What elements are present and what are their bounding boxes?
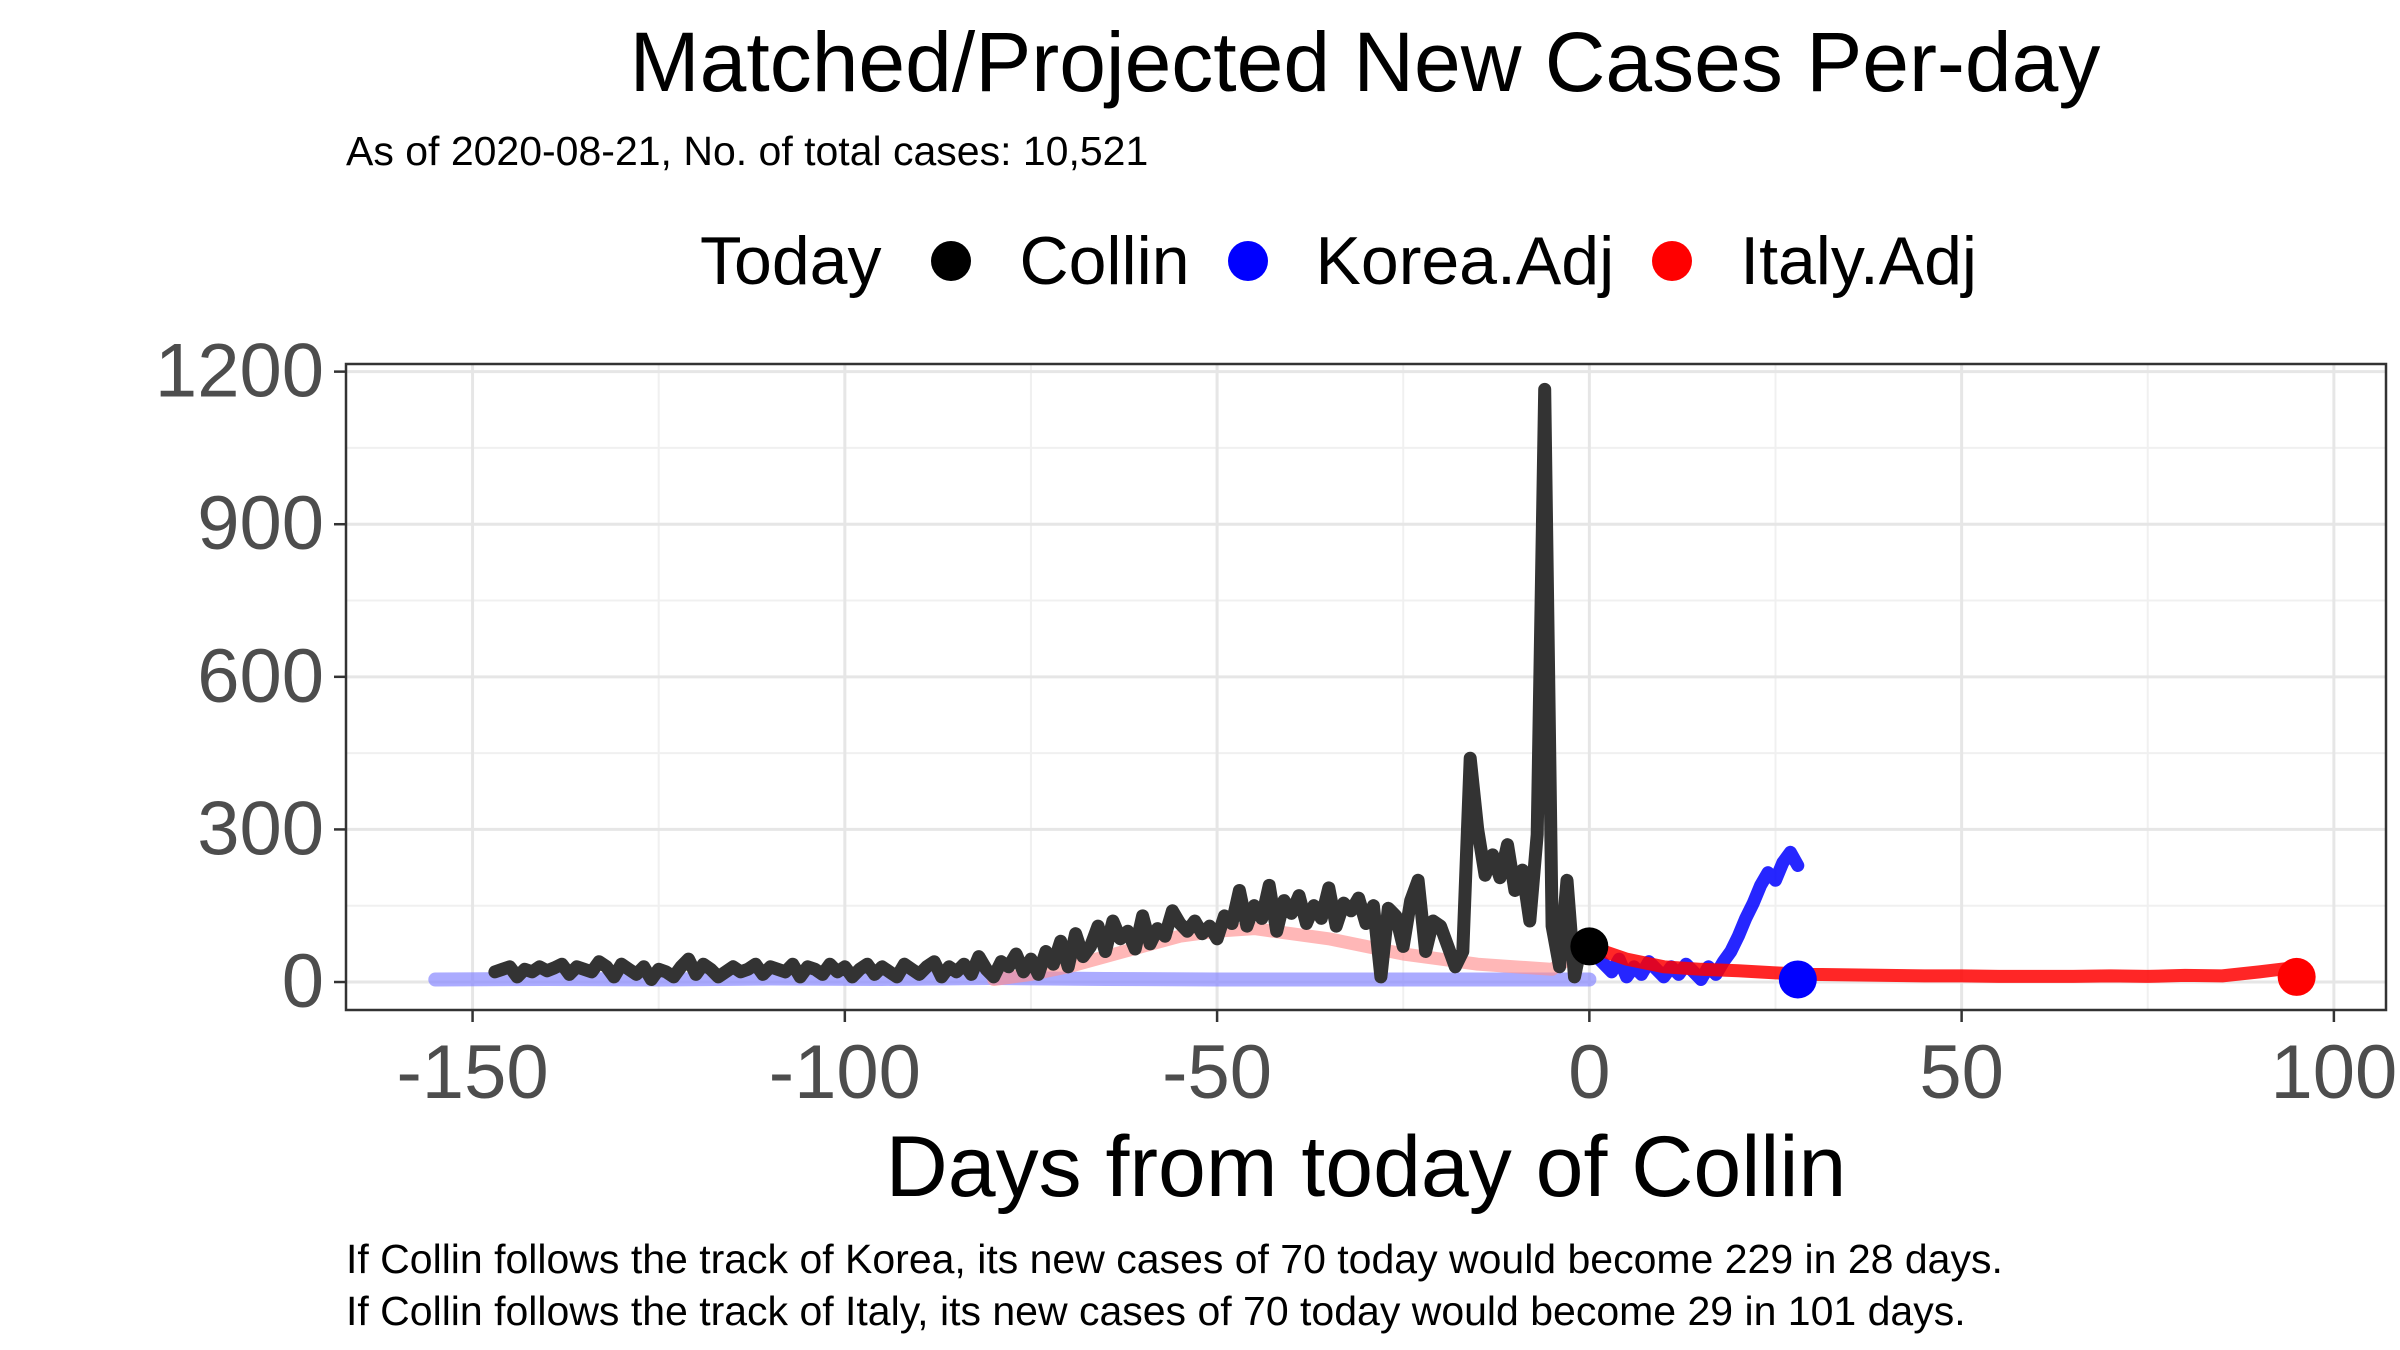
x-axis-title: Days from today of Collin [886,1119,1847,1215]
y-tick-label: 600 [197,634,324,719]
series-line-collin [488,382,1596,986]
legend-title: Today [700,223,882,299]
y-tick-label: 900 [197,481,324,566]
x-tick-label: 100 [2270,1030,2397,1115]
x-tick-label: -100 [769,1030,921,1115]
y-tick-label: 1200 [155,329,324,414]
legend-item-italy: Italy.Adj [1652,222,1977,300]
legend-dot-italy [1652,241,1693,281]
today-point-italy-adj [2277,957,2316,996]
series-line-italy-adj [1582,939,2304,983]
x-tick-label: 0 [1568,1030,1610,1115]
legend-label-italy: Italy.Adj [1740,223,1978,299]
x-tick-label: -50 [1162,1030,1272,1115]
legend-item-korea: Korea.Adj [1227,222,1615,300]
y-tick-label: 0 [282,939,324,1024]
legend-item-collin: Collin [931,222,1190,300]
x-tick-label: -150 [397,1030,549,1115]
chart-title: Matched/Projected New Cases Per-day [629,15,2101,109]
caption-italy: If Collin follows the track of Italy, it… [346,1288,1966,1334]
plot-border [344,362,2388,1012]
legend-label-korea: Korea.Adj [1315,223,1615,299]
x-tick-label: 50 [1919,1030,2004,1115]
legend-dot-korea [1227,241,1268,281]
series-line-italy-history [987,922,1596,986]
today-point-collin [1570,927,1609,966]
legend-label-collin: Collin [1019,223,1190,299]
caption-korea: If Collin follows the track of Korea, it… [346,1236,2003,1282]
y-tick-label: 300 [197,786,324,871]
chart-legend: Today Collin Korea.Adj Italy.Adj [700,222,2015,300]
today-point-korea-adj [1778,960,1817,999]
legend-dot-collin [931,241,972,281]
chart-subtitle: As of 2020-08-21, No. of total cases: 10… [346,128,1149,174]
